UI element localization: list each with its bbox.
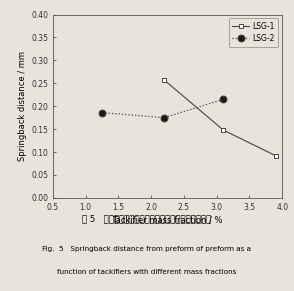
Y-axis label: Springback distance / mm: Springback distance / mm: [18, 51, 27, 161]
Text: 图 5   定位胶黏剂含量对预成型体压缩回弹距离的影响: 图 5 定位胶黏剂含量对预成型体压缩回弹距离的影响: [82, 214, 212, 223]
LSG-1: [221, 128, 225, 132]
Line: LSG-1: LSG-1: [162, 78, 278, 158]
Line: LSG-2: LSG-2: [98, 96, 227, 121]
LSG-2: [221, 97, 225, 101]
LSG-2: [163, 116, 166, 119]
Text: function of tackifiers with different mass fractions: function of tackifiers with different ma…: [57, 269, 237, 275]
LSG-2: [100, 111, 104, 114]
X-axis label: Tackifier mass fraction / %: Tackifier mass fraction / %: [112, 216, 223, 225]
LSG-1: [163, 78, 166, 82]
Text: Fig.  5   Springback distance from preform of preform as a: Fig. 5 Springback distance from preform …: [43, 246, 251, 252]
LSG-1: [274, 154, 278, 157]
Legend: LSG-1, LSG-2: LSG-1, LSG-2: [228, 18, 278, 47]
